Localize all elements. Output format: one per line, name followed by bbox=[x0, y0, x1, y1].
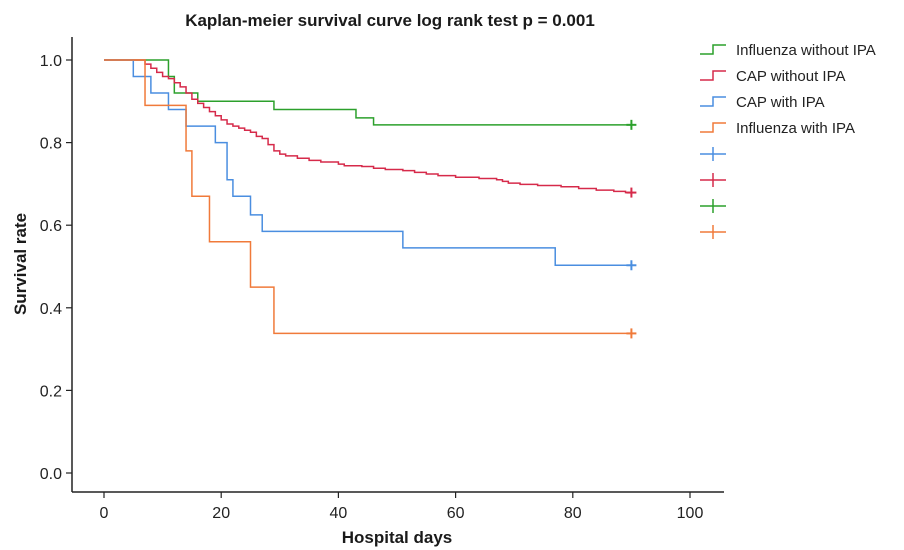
censor-mark-2 bbox=[626, 260, 637, 271]
y-tick-label: 0.0 bbox=[40, 466, 62, 483]
legend-label: Influenza without IPA bbox=[736, 42, 876, 59]
y-tick-label: 1.0 bbox=[40, 53, 62, 70]
legend-swatch bbox=[700, 225, 726, 239]
legend-swatch bbox=[700, 122, 726, 133]
series-curve-0 bbox=[104, 59, 632, 126]
axes bbox=[71, 37, 724, 493]
y-tick-label: 0.2 bbox=[40, 383, 62, 400]
series-curve-3 bbox=[104, 59, 632, 335]
y-tick-label: 0.6 bbox=[40, 218, 62, 235]
x-tick-label: 20 bbox=[212, 505, 230, 522]
censor-mark-1 bbox=[626, 187, 637, 198]
legend-item-7 bbox=[700, 225, 726, 239]
legend: Influenza without IPA CAP without IPA CAP … bbox=[700, 42, 876, 239]
legend-item-6 bbox=[700, 199, 726, 213]
plot-area bbox=[104, 59, 637, 339]
legend-swatch bbox=[700, 199, 726, 213]
y-tick-label: 0.4 bbox=[40, 301, 62, 318]
x-tick-label: 100 bbox=[677, 505, 704, 522]
x-tick-label: 60 bbox=[447, 505, 465, 522]
legend-item-3: Influenza with IPA bbox=[700, 120, 855, 137]
legend-swatch bbox=[700, 147, 726, 161]
series-curve-2 bbox=[104, 59, 632, 267]
legend-swatch bbox=[700, 96, 726, 107]
x-tick-label: 40 bbox=[330, 505, 348, 522]
legend-swatch bbox=[700, 173, 726, 187]
y-axis-title: Survival rate bbox=[11, 213, 30, 315]
legend-swatch bbox=[700, 44, 726, 55]
legend-item-1: CAP without IPA bbox=[700, 68, 846, 85]
legend-label: CAP without IPA bbox=[736, 68, 846, 85]
legend-item-4 bbox=[700, 147, 726, 161]
x-tick-label: 0 bbox=[100, 505, 109, 522]
x-tick-label: 80 bbox=[564, 505, 582, 522]
series-curve-1 bbox=[104, 59, 632, 194]
legend-label: Influenza with IPA bbox=[736, 120, 855, 137]
censor-mark-3 bbox=[626, 328, 637, 339]
x-axis-title: Hospital days bbox=[342, 528, 453, 547]
legend-swatch bbox=[700, 70, 726, 81]
legend-item-0: Influenza without IPA bbox=[700, 42, 876, 59]
y-tick-label: 0.8 bbox=[40, 136, 62, 153]
x-ticks: 0 20 40 60 80 100 bbox=[100, 492, 704, 522]
legend-label: CAP with IPA bbox=[736, 94, 825, 111]
legend-item-5 bbox=[700, 173, 726, 187]
y-ticks: 0.0 0.2 0.4 0.6 0.8 1.0 bbox=[40, 53, 72, 483]
chart-title: Kaplan-meier survival curve log rank tes… bbox=[185, 11, 595, 30]
legend-item-2: CAP with IPA bbox=[700, 94, 825, 111]
censor-mark-0 bbox=[626, 119, 637, 130]
